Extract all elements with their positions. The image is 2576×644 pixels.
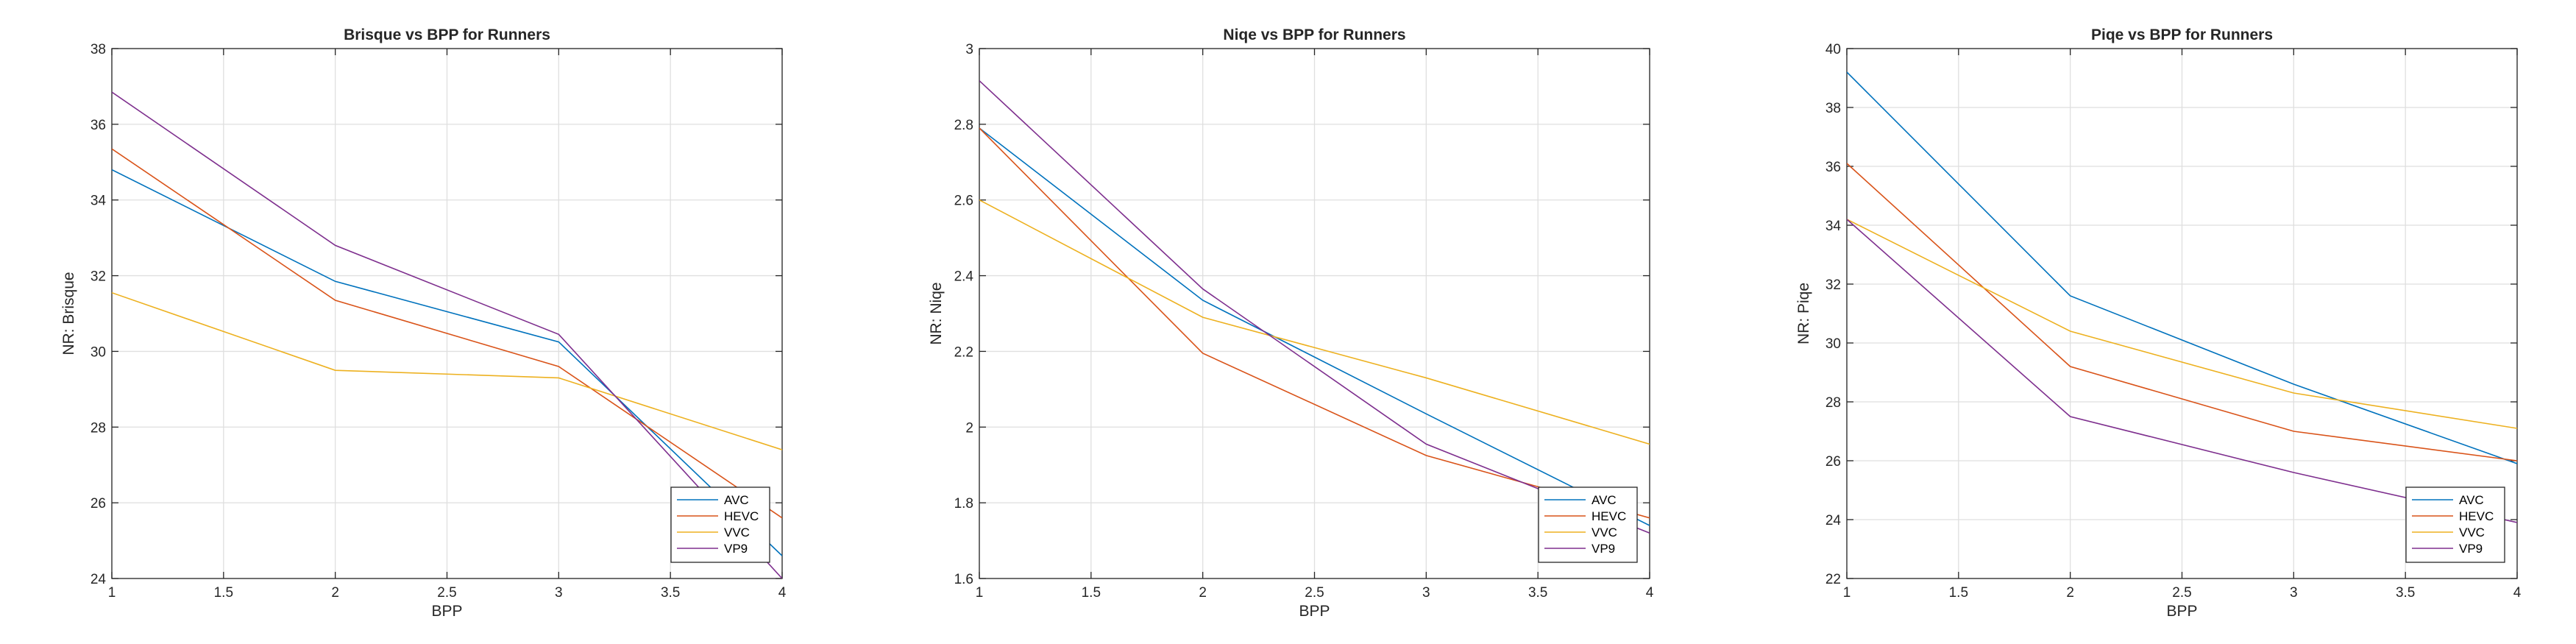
x-tick-label: 4 xyxy=(2513,585,2522,601)
y-tick-label: 34 xyxy=(1825,219,1842,234)
x-tick-label: 3 xyxy=(2290,585,2298,601)
y-tick-label: 2.4 xyxy=(954,269,974,285)
legend-label: VVC xyxy=(1592,526,1617,539)
legend-box xyxy=(1538,486,1638,563)
y-tick-label: 38 xyxy=(1825,101,1841,116)
series-line-avc xyxy=(979,127,1650,526)
legend-label: VP9 xyxy=(1592,542,1615,556)
legend-box xyxy=(2405,486,2505,563)
series-line-avc xyxy=(112,169,782,556)
y-tick-label: 40 xyxy=(1825,42,1841,57)
series-line-vvc xyxy=(979,199,1650,445)
series-line-vp9 xyxy=(1847,219,2517,523)
x-tick-label: 2 xyxy=(2066,585,2074,601)
y-tick-label: 1.6 xyxy=(954,572,973,587)
x-tick-label: 2.5 xyxy=(1305,585,1324,601)
x-tick-label: 3.5 xyxy=(2396,585,2415,601)
series-line-hevc xyxy=(112,148,782,519)
legend: AVC HEVC VVC VP9 xyxy=(670,486,770,563)
y-tick-label: 28 xyxy=(91,420,106,436)
legend-box xyxy=(670,486,770,563)
y-tick-label: 2.8 xyxy=(954,118,973,133)
series-line-avc xyxy=(1847,71,2517,464)
series-group xyxy=(1847,71,2517,523)
y-tick-label: 36 xyxy=(1825,160,1841,175)
legend-label: HEVC xyxy=(2459,509,2494,523)
y-axis-label: NR: Brisque xyxy=(60,272,77,355)
x-tick-label: 4 xyxy=(778,585,787,601)
x-tick-label: 2.5 xyxy=(437,585,456,601)
y-tick-label: 24 xyxy=(91,572,107,587)
legend-label: HEVC xyxy=(1592,509,1626,523)
x-axis-label: BPP xyxy=(431,603,462,620)
legend-label: AVC xyxy=(1592,493,1617,507)
y-tick-label: 30 xyxy=(91,344,106,360)
y-axis-label: NR: Niqe xyxy=(928,282,945,344)
x-tick-label: 1.5 xyxy=(1082,585,1101,601)
y-tick-label: 26 xyxy=(1825,454,1841,470)
y-tick-label: 34 xyxy=(91,194,107,209)
series-group xyxy=(979,80,1650,534)
series-line-vp9 xyxy=(112,91,782,578)
x-tick-label: 1 xyxy=(1843,585,1851,601)
legend-label: VVC xyxy=(724,526,750,539)
x-tick-label: 3 xyxy=(1422,585,1430,601)
y-tick-label: 22 xyxy=(1825,572,1841,587)
y-tick-label: 32 xyxy=(1825,277,1841,293)
x-tick-label: 3.5 xyxy=(661,585,680,601)
legend-label: AVC xyxy=(2459,493,2484,507)
x-tick-label: 2 xyxy=(331,585,339,601)
x-tick-label: 1 xyxy=(108,585,116,601)
x-tick-label: 4 xyxy=(1646,585,1654,601)
y-tick-label: 36 xyxy=(91,118,106,133)
chart-title: Piqe vs BPP for Runners xyxy=(2091,26,2273,43)
x-tick-label: 3 xyxy=(555,585,563,601)
x-tick-label: 2.5 xyxy=(2172,585,2191,601)
series-line-vvc xyxy=(1847,219,2517,429)
y-tick-label: 24 xyxy=(1825,513,1842,528)
chart-panel-niqe: 1 1.5 2 2.5 3 3.5 4 1.6 1.8 2 2.2 2.4 2.6 2.8 3 Niqe vs… xyxy=(928,26,1654,620)
x-tick-label: 1.5 xyxy=(214,585,233,601)
x-axis-label: BPP xyxy=(2166,603,2197,620)
y-tick-label: 30 xyxy=(1825,336,1841,352)
series-line-vvc xyxy=(112,291,782,450)
series-line-hevc xyxy=(979,127,1650,519)
x-tick-label: 3.5 xyxy=(1528,585,1547,601)
legend-label: VP9 xyxy=(724,542,748,556)
chart-title: Brisque vs BPP for Runners xyxy=(344,26,550,43)
chart-title: Niqe vs BPP for Runners xyxy=(1223,26,1405,43)
x-axis-label: BPP xyxy=(1299,603,1330,620)
legend: AVC HEVC VVC VP9 xyxy=(1538,486,1638,563)
legend-label: HEVC xyxy=(724,509,759,523)
y-tick-label: 2.2 xyxy=(954,344,973,360)
y-tick-label: 1.8 xyxy=(954,496,973,512)
x-tick-label: 2 xyxy=(1199,585,1207,601)
series-line-hevc xyxy=(1847,163,2517,461)
legend-label: VVC xyxy=(2459,526,2485,539)
x-tick-label: 1.5 xyxy=(1949,585,1968,601)
series-line-vp9 xyxy=(979,80,1650,534)
y-tick-label: 28 xyxy=(1825,395,1841,411)
legend-label: AVC xyxy=(724,493,749,507)
y-tick-label: 38 xyxy=(91,42,106,57)
legend: AVC HEVC VVC VP9 xyxy=(2405,486,2505,563)
y-tick-label: 3 xyxy=(965,42,973,57)
x-tick-label: 1 xyxy=(976,585,984,601)
y-tick-label: 2 xyxy=(965,420,973,436)
y-axis-label: NR: Piqe xyxy=(1795,283,1812,344)
y-tick-label: 32 xyxy=(91,269,106,285)
y-tick-label: 2.6 xyxy=(954,194,973,209)
chart-panel-piqe: 1 1.5 2 2.5 3 3.5 4 22 24 26 28 30 32 34 36 38 40 Piqe vs… xyxy=(1795,26,2522,620)
chart-panel-brisque: 1 1.5 2 2.5 3 3.5 4 24 26 28 30 32 34 36 38 Brisque vs … xyxy=(60,26,787,620)
series-group xyxy=(112,91,782,578)
y-tick-label: 26 xyxy=(91,496,106,512)
legend-label: VP9 xyxy=(2459,542,2483,556)
